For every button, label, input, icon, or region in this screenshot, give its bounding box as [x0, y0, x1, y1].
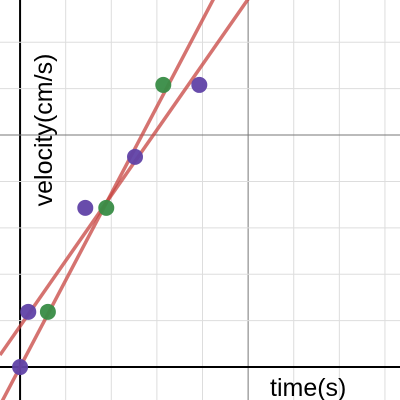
data-point — [39, 303, 56, 320]
x-axis-label: time(s) — [270, 374, 346, 400]
data-point — [127, 148, 144, 165]
data-point — [20, 303, 37, 320]
data-point — [77, 199, 94, 216]
fit-line — [0, 0, 250, 357]
y-axis-label: velocity(cm/s) — [30, 54, 58, 207]
data-point — [12, 359, 29, 376]
data-point — [191, 76, 208, 93]
data-point — [98, 199, 115, 216]
data-point — [155, 76, 172, 93]
